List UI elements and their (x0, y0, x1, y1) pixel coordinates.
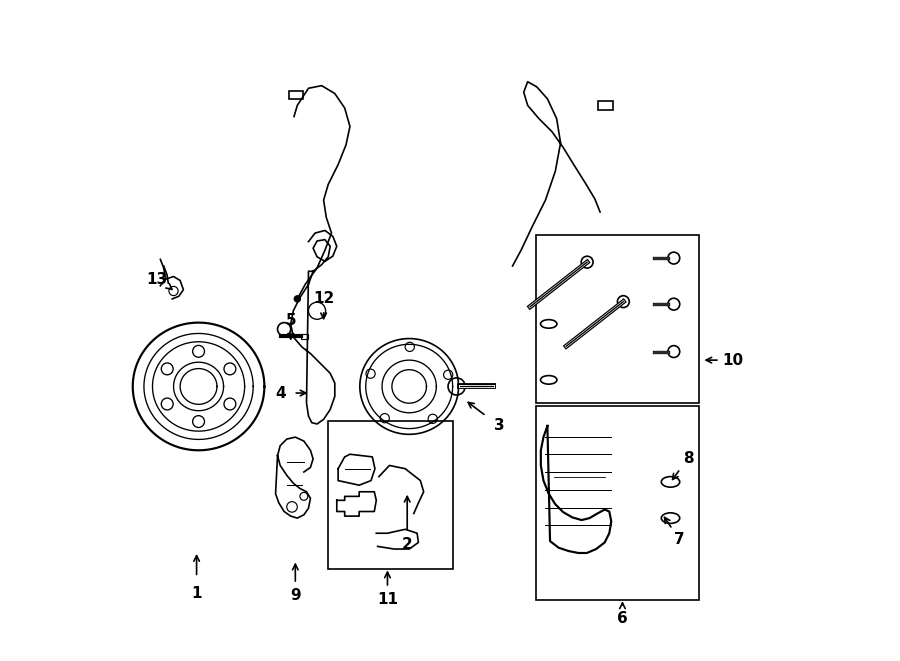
Bar (598, 101, 613, 110)
Text: 4: 4 (274, 385, 285, 401)
Text: 12: 12 (313, 292, 334, 307)
Text: 3: 3 (494, 418, 505, 434)
Text: 6: 6 (617, 611, 628, 626)
Text: 7: 7 (674, 531, 684, 547)
Text: 9: 9 (290, 588, 301, 603)
Bar (290, 91, 302, 98)
Text: 10: 10 (723, 352, 743, 368)
Text: 8: 8 (683, 451, 694, 467)
Circle shape (294, 295, 301, 302)
Text: 2: 2 (401, 537, 412, 552)
Bar (328, 421, 454, 568)
Bar (536, 407, 698, 600)
Text: 11: 11 (377, 592, 398, 607)
Text: 13: 13 (147, 272, 167, 287)
Bar (301, 334, 309, 339)
Text: 5: 5 (285, 313, 296, 328)
Text: 1: 1 (192, 586, 202, 602)
Bar (536, 235, 698, 403)
